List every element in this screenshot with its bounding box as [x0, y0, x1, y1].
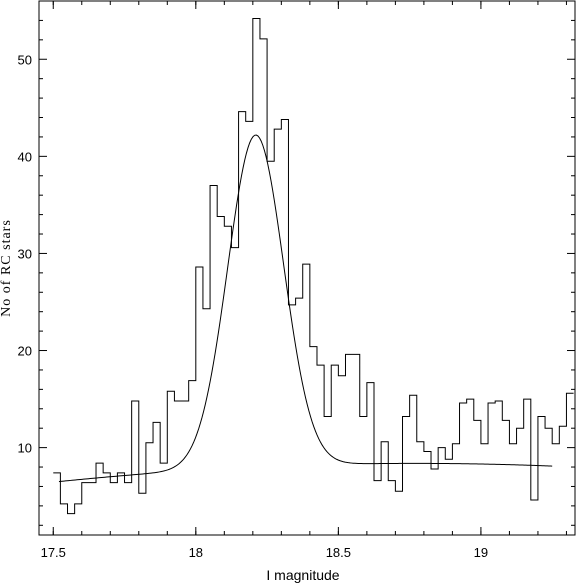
- histogram-bin: [410, 395, 417, 535]
- plot-frame: [38, 0, 576, 536]
- histogram-bin: [117, 473, 124, 535]
- histogram-bin: [488, 403, 495, 535]
- histogram-bin: [281, 119, 288, 535]
- x-tick-label: 17.5: [41, 545, 66, 560]
- x-tick-label: 19: [474, 545, 488, 560]
- histogram-bin: [53, 473, 60, 535]
- histogram-bin: [82, 483, 89, 535]
- histogram-bin: [367, 383, 374, 535]
- histogram-bin: [559, 426, 566, 535]
- histogram-bin: [474, 420, 481, 535]
- histogram-bin: [431, 469, 438, 535]
- histogram-bin: [196, 267, 203, 535]
- histogram-bin: [445, 459, 452, 535]
- histogram-bin: [182, 401, 189, 535]
- histogram-bin: [531, 500, 538, 535]
- y-tick-label: 40: [18, 149, 32, 164]
- histogram-bin: [146, 443, 153, 535]
- histogram-bin: [566, 393, 573, 535]
- histogram-bin: [189, 381, 196, 535]
- histogram-bin: [338, 376, 345, 535]
- histogram-bin: [331, 365, 338, 535]
- y-tick-label: 20: [18, 344, 32, 359]
- histogram-bin: [224, 226, 231, 535]
- histogram-bin: [460, 403, 467, 535]
- histogram-bin: [68, 514, 75, 535]
- histogram-bin: [324, 417, 331, 535]
- histogram-bin: [167, 391, 174, 535]
- histogram-bin: [317, 365, 324, 535]
- histogram-bin: [360, 417, 367, 535]
- histogram-bin: [217, 217, 224, 535]
- histogram-bin: [103, 473, 110, 535]
- histogram-bin: [395, 491, 402, 535]
- histogram-bin: [160, 463, 167, 535]
- histogram-bin: [110, 483, 117, 535]
- y-tick-label: 50: [18, 52, 32, 67]
- histogram-bin: [353, 354, 360, 535]
- histogram-bin: [403, 417, 410, 535]
- histogram-bin: [495, 401, 502, 535]
- histogram-bin: [296, 298, 303, 535]
- histogram-bin: [481, 444, 488, 535]
- histogram-bin: [153, 422, 160, 535]
- histogram-bin: [452, 444, 459, 535]
- y-axis-ticks: 10 20 30 40 50: [18, 0, 575, 526]
- histogram-bin: [310, 347, 317, 535]
- y-tick-label: 10: [18, 441, 32, 456]
- y-tick-label: 30: [18, 246, 32, 261]
- histogram-bin: [239, 112, 246, 535]
- histogram-bin: [552, 444, 559, 535]
- histogram-outline: [53, 17, 574, 515]
- histogram-bin: [538, 417, 545, 535]
- x-axis-ticks: 17.5 18 18.5 19: [41, 1, 567, 560]
- y-axis-title: No of RC stars: [0, 219, 14, 317]
- histogram-bin: [381, 442, 388, 535]
- histogram-bin: [139, 493, 146, 535]
- fit-curve: [58, 134, 553, 483]
- histogram-bin: [267, 161, 274, 535]
- histogram-bin: [253, 18, 260, 535]
- histogram-bin: [89, 483, 96, 535]
- histogram-bin: [174, 401, 181, 535]
- histogram-bin: [260, 39, 267, 535]
- histogram-bin: [125, 483, 132, 535]
- histogram-bin: [60, 504, 67, 535]
- x-tick-label: 18: [189, 545, 203, 560]
- histogram-bin: [438, 448, 445, 535]
- histogram-bin: [75, 504, 82, 535]
- histogram-bin: [467, 399, 474, 535]
- histogram-bin: [424, 452, 431, 535]
- histogram-bin: [132, 401, 139, 535]
- histogram-bin: [231, 248, 238, 535]
- histogram-bin: [545, 428, 552, 535]
- histogram-bin: [274, 129, 281, 535]
- histogram-bin: [203, 309, 210, 535]
- histogram-bin: [96, 463, 103, 535]
- histogram-bin: [502, 420, 509, 535]
- histogram-bin: [509, 444, 516, 535]
- x-axis-title: I magnitude: [266, 567, 339, 583]
- histogram-bin: [388, 481, 395, 535]
- histogram-bin: [517, 428, 524, 535]
- histogram-bin: [345, 354, 352, 535]
- histogram-bin: [524, 399, 531, 535]
- x-tick-label: 18.5: [326, 545, 351, 560]
- histogram-bin: [374, 481, 381, 535]
- histogram-bin: [246, 121, 253, 535]
- histogram-bin: [417, 442, 424, 535]
